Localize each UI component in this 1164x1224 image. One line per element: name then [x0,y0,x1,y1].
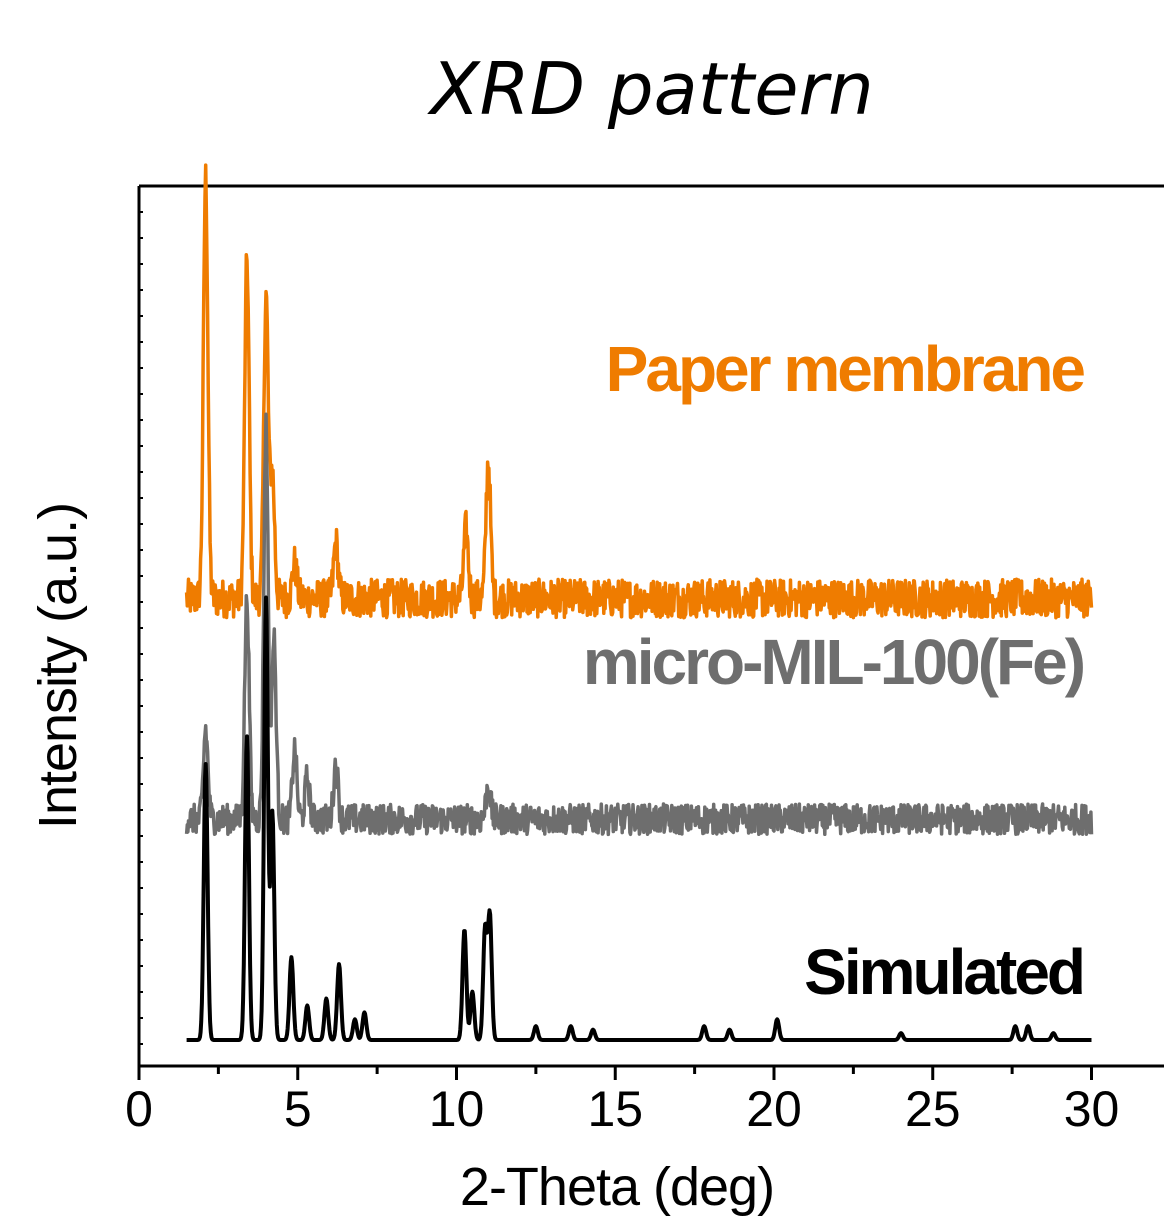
chart-title: XRD pattern [426,47,874,131]
series-line-simulated [185,595,1093,1042]
x-tick-label: 30 [1064,1081,1120,1137]
series-label-micro-mil-100: micro-MIL-100(Fe) [583,626,1084,698]
x-tick-label: 25 [905,1081,961,1137]
plot-frame [137,184,1164,1068]
y-axis-ticks [139,211,143,1045]
x-tick-label: 5 [284,1081,312,1137]
series-line-micro-mil-100 [184,412,1094,837]
series-label-paper-membrane: Paper membrane [606,333,1085,405]
series-label-simulated: Simulated [804,936,1083,1008]
x-tick-label: 10 [429,1081,485,1137]
series-line-paper-membrane [184,163,1094,620]
y-axis-label: Intensity (a.u.) [28,503,88,829]
x-tick-label: 0 [125,1081,153,1137]
x-axis-ticks: 0 5 10 15 20 25 30 [125,1066,1119,1137]
x-tick-label: 20 [746,1081,802,1137]
x-axis-label: 2-Theta (deg) [460,1157,774,1217]
x-tick-label: 15 [587,1081,643,1137]
series-group [184,163,1094,1042]
